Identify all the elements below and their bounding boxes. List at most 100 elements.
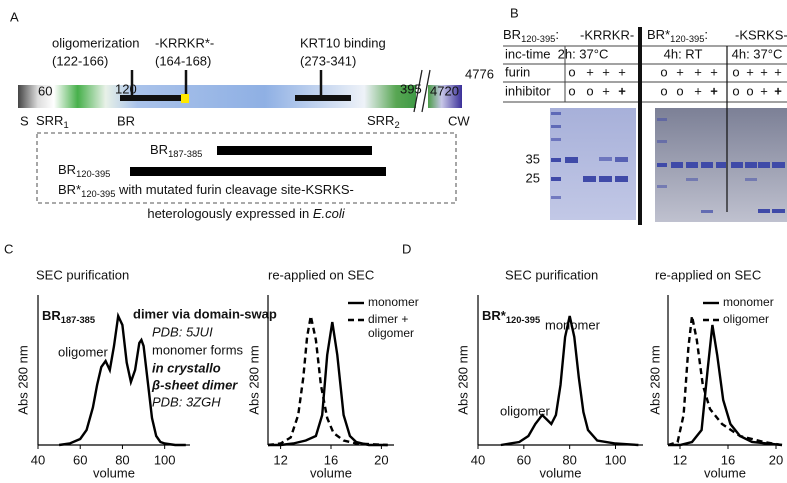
text-part: 1 [63,120,68,130]
annotation: KRT10 binding [300,35,386,50]
text-part: 120-395 [521,34,555,44]
annotation: oligomerization [52,35,139,50]
legend-entry: monomer [723,295,774,309]
text-part: : [555,27,559,42]
x-axis-label: volume [93,465,135,480]
inhibitor-mark: + [710,83,718,98]
legend-entry: oligomer [723,312,769,326]
legend-entry: dimer + oligomer [368,312,415,340]
legend-entry: monomer [368,295,419,309]
position-label: 4776 [465,66,494,81]
break-mark [421,69,431,113]
chart-heading: BR187-385 [42,308,95,325]
furin-mark: + [710,64,718,79]
position-label: 60 [38,83,52,98]
text-part: 120-395 [506,315,540,325]
inhibitor-mark: o [746,83,753,98]
domain-map [18,69,462,204]
construct-label: BR187-385 [150,142,202,159]
position-label: 120 [115,81,137,96]
furin-mark: + [774,64,782,79]
inhibitor-mark: o [568,83,575,98]
marker-label: 25 [526,170,540,185]
marker-label: 35 [526,151,540,166]
text-part: E.coli [313,206,346,221]
protein-bar [18,85,416,108]
construct-label: BR*120-395: [647,27,708,44]
construct-label: BR120-395: [503,27,559,44]
protein-bar-end [428,85,462,108]
panel-label: B [510,5,519,20]
text-part: SRR [367,113,394,128]
curve [667,315,783,447]
annotation-range: (273-341) [300,53,356,68]
furin-mark: + [586,64,594,79]
furin-mark: + [746,64,754,79]
x-tick-label: 60 [73,452,87,467]
text-part: 2 [394,120,399,130]
y-axis-label: Abs 280 nm [647,345,662,414]
note: heterologously expressed in E.coli [147,206,345,221]
domain-label: CW [448,113,470,128]
x-tick-label: 16 [721,452,735,467]
x-axis-label: volume [540,465,582,480]
chart-title: re-applied on SEC [268,267,374,282]
panel-label: D [402,241,411,256]
site-label: -KRRKR- [580,27,634,42]
annotation: -KRRKR*- [155,35,214,50]
construct-label: BR120-395 [58,162,110,179]
panel-label: A [10,9,19,24]
krt10-region [295,95,351,101]
text-part: heterologously expressed in [147,206,313,221]
text-part: BR [503,27,521,42]
chart-title: SEC purification [505,267,598,282]
curve [500,315,639,447]
chart-heading: BR*120-395 [482,308,540,325]
legend-label: dimer + oligomer [368,312,415,340]
curve [58,311,186,447]
legend-label: monomer [368,295,419,309]
y-axis-label: Abs 280 nm [15,345,30,414]
construct-bar [130,167,386,176]
gel-image [550,108,636,220]
text-part: 120-395 [81,189,115,199]
annotation-range: (122-166) [52,53,108,68]
furin-mark: + [694,64,702,79]
inhibitor-mark: + [774,83,782,98]
x-tick-label: 12 [273,452,287,467]
x-tick-label: 60 [517,452,531,467]
inhibitor-mark: + [602,83,610,98]
x-tick-label: 80 [562,452,576,467]
br-region [120,95,182,101]
inhibitor-mark: + [694,83,702,98]
furin-mark: + [760,64,768,79]
text-part: BR* [647,27,670,42]
chart-title: SEC purification [36,267,129,282]
text-part: BR [42,308,61,323]
peak-annotation: monomer forms [152,342,244,357]
furin-mark: + [618,64,626,79]
inhibitor-mark: o [586,83,593,98]
row-label: inc-time [505,46,551,61]
annotation-range: (164-168) [155,53,211,68]
text-part: 187-385 [61,315,95,325]
text-part: BR [58,162,76,177]
peak-annotation: oligomer [500,403,551,418]
y-axis-label: Abs 280 nm [246,345,261,414]
condition-label: 4h: RT [664,46,703,61]
row-label: inhibitor [505,83,551,98]
x-tick-label: 100 [154,452,176,467]
text-part: BR* [58,182,81,197]
peak-annotation: PDB: 3ZGH [152,394,221,409]
x-tick-label: 80 [115,452,129,467]
text-part: with mutated furin cleavage site-KSRKS- [115,182,353,197]
furin-mark: o [732,64,739,79]
x-axis-label: volume [704,465,746,480]
position-label: 395 [400,81,422,96]
x-tick-label: 16 [324,452,338,467]
x-tick-label: 20 [374,452,388,467]
legend-label: monomer [723,295,774,309]
construct-label: BR*120-395 with mutated furin cleavage s… [58,182,354,199]
